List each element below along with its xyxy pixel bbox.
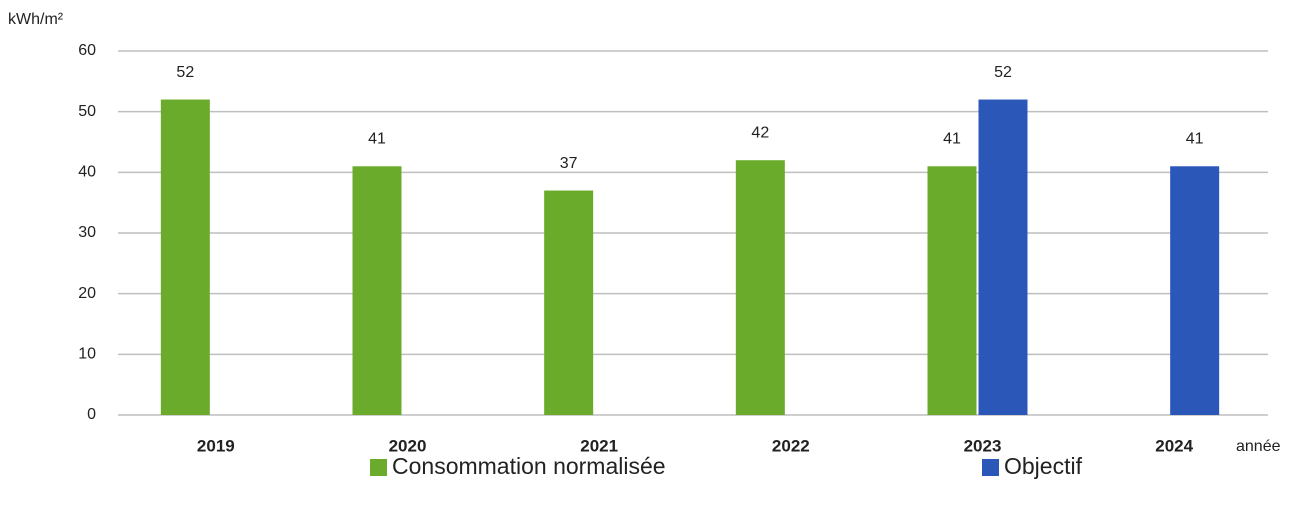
legend-label: Objectif — [1004, 453, 1083, 479]
value-label: 52 — [176, 64, 194, 81]
x-tick-label: 2021 — [580, 436, 618, 455]
y-tick-label: 30 — [78, 224, 96, 241]
x-axis-label: année — [1236, 438, 1281, 455]
y-tick-label: 20 — [78, 285, 96, 302]
bar — [544, 190, 594, 415]
value-label: 37 — [560, 155, 578, 172]
bar — [978, 99, 1028, 416]
x-tick-label: 2022 — [772, 436, 810, 455]
y-tick-label: 0 — [87, 406, 96, 423]
bar — [927, 166, 977, 415]
value-label: 41 — [368, 130, 386, 147]
value-label: 41 — [1186, 130, 1204, 147]
value-label: 52 — [994, 64, 1012, 81]
value-label: 41 — [943, 130, 961, 147]
x-tick-label: 2024 — [1155, 436, 1193, 455]
bar — [735, 160, 785, 415]
legend-swatch — [982, 459, 999, 476]
x-tick-label: 2019 — [197, 436, 235, 455]
legend-label: Consommation normalisée — [392, 453, 666, 479]
x-tick-label: 2020 — [389, 436, 427, 455]
y-tick-label: 40 — [78, 164, 96, 181]
bar — [352, 166, 402, 415]
legend-swatch — [370, 459, 387, 476]
y-tick-label: 50 — [78, 103, 96, 120]
y-tick-label: 10 — [78, 346, 96, 363]
bar — [1170, 166, 1220, 415]
y-tick-label: 60 — [78, 42, 96, 59]
x-tick-label: 2023 — [964, 436, 1002, 455]
bar — [160, 99, 210, 416]
y-axis-label: kWh/m² — [8, 11, 64, 28]
value-label: 42 — [751, 124, 769, 141]
